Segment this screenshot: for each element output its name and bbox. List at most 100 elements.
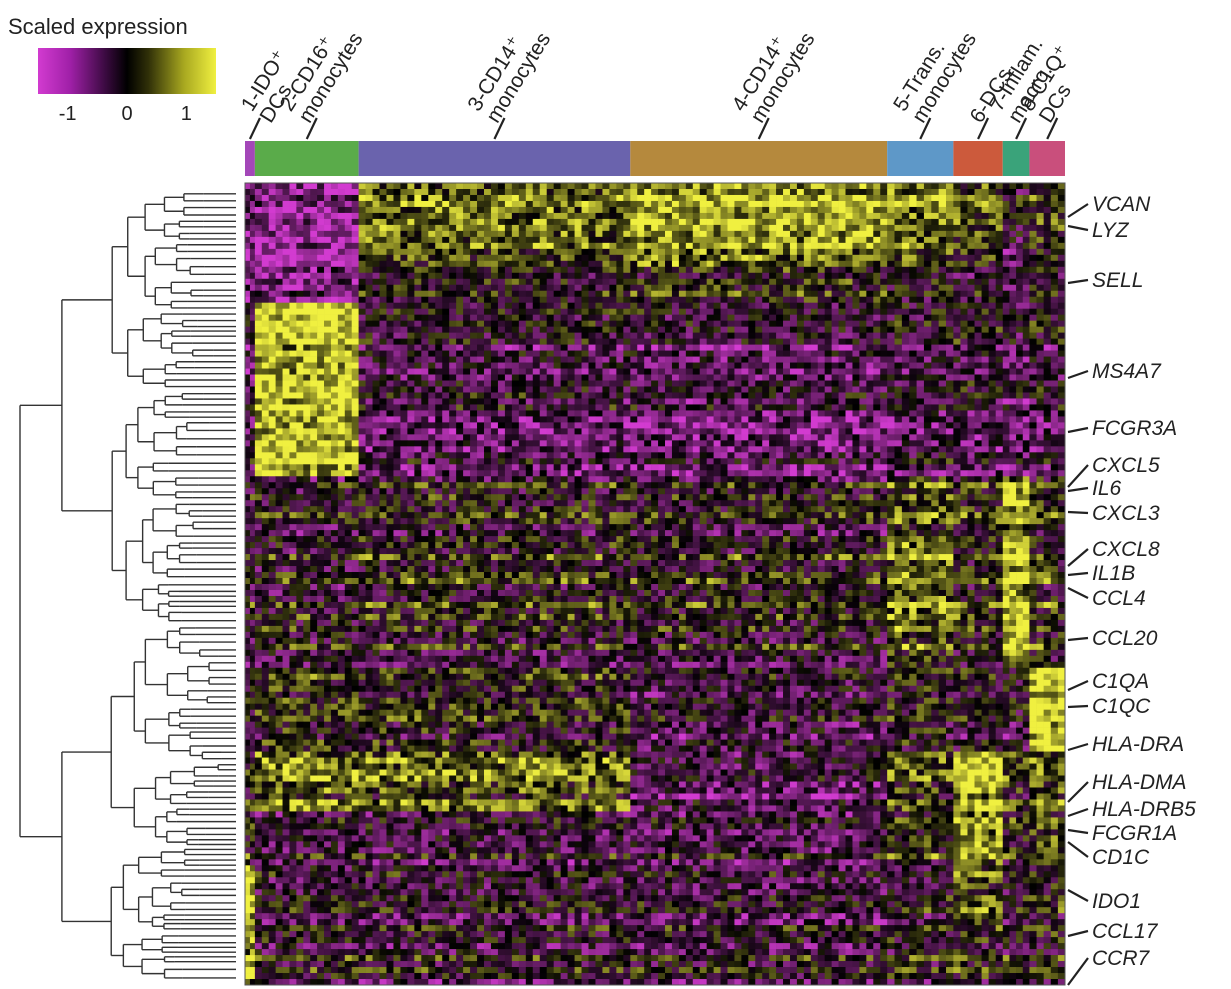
heatmap-cell — [324, 302, 332, 309]
heatmap-cell — [1057, 308, 1066, 315]
heatmap-cell — [1029, 314, 1037, 321]
heatmap-cell — [282, 326, 290, 333]
heatmap-cell — [456, 242, 464, 250]
heatmap-cell — [289, 212, 297, 220]
heatmap-cell — [938, 200, 947, 208]
heatmap-cell — [953, 260, 961, 268]
heatmap-cell — [671, 248, 680, 256]
heatmap-cell — [692, 392, 701, 399]
heatmap-cell — [916, 314, 925, 321]
heatmap-cell — [988, 320, 997, 327]
heatmap-cell — [245, 314, 251, 321]
heatmap-cell — [974, 200, 982, 208]
heatmap-cell — [776, 380, 784, 387]
heatmap-cell — [938, 248, 947, 256]
heatmap-cell — [330, 284, 339, 292]
heatmap-cell — [1043, 398, 1052, 405]
heatmap-cell — [372, 386, 380, 393]
heatmap-cell — [923, 188, 932, 196]
heatmap-cell — [741, 308, 749, 315]
heatmap-cell — [720, 332, 728, 339]
heatmap-cell — [859, 194, 867, 202]
heatmap-cell — [470, 398, 478, 405]
heatmap-cell — [414, 242, 422, 250]
heatmap-cell — [880, 242, 888, 250]
heatmap-cell — [470, 200, 478, 208]
heatmap-cell — [894, 242, 903, 250]
heatmap-cell — [365, 236, 373, 244]
heatmap-cell — [303, 344, 311, 351]
heatmap-cell — [796, 224, 805, 232]
heatmap-cell — [386, 254, 394, 262]
heatmap-cell — [414, 206, 422, 214]
heatmap-cell — [678, 338, 687, 345]
heatmap-cell — [789, 278, 798, 286]
heatmap-cell — [776, 236, 784, 244]
heatmap-cell — [623, 236, 631, 244]
heatmap-cell — [484, 356, 492, 363]
heatmap-cell — [762, 230, 770, 238]
heatmap-cell — [678, 218, 687, 226]
heatmap-cell — [1009, 278, 1017, 286]
heatmap-cell — [946, 338, 954, 345]
heatmap-cell — [567, 368, 575, 375]
heatmap-cell — [539, 236, 548, 244]
heatmap-cell — [720, 368, 728, 375]
heatmap-cell — [602, 278, 610, 286]
heatmap-cell — [887, 398, 895, 405]
heatmap-cell — [873, 248, 881, 256]
heatmap-cell — [838, 254, 846, 262]
heatmap-cell — [296, 380, 304, 387]
heatmap-cell — [1043, 266, 1052, 274]
heatmap-cell — [946, 266, 954, 274]
heatmap-cell — [616, 308, 624, 315]
heatmap-cell — [588, 272, 596, 280]
heatmap-cell — [330, 206, 339, 214]
heatmap-cell — [428, 272, 436, 280]
heatmap-cell — [470, 344, 478, 351]
heatmap-cell — [477, 230, 485, 238]
heatmap-cell — [796, 362, 805, 369]
heatmap-cell — [602, 266, 610, 274]
heatmap-cell — [511, 362, 520, 369]
heatmap-cell — [967, 242, 975, 250]
heatmap-cell — [261, 302, 270, 309]
heatmap-cell — [909, 260, 917, 268]
heatmap-cell — [995, 230, 1004, 238]
heatmap-cell — [490, 290, 499, 298]
heatmap-cell — [344, 374, 352, 381]
heatmap-cell — [887, 236, 895, 244]
heatmap-cell — [630, 272, 638, 280]
heatmap-cell — [713, 200, 721, 208]
heatmap-cell — [372, 242, 380, 250]
heatmap-cell — [960, 200, 968, 208]
heatmap-cell — [887, 386, 895, 393]
heatmap-cell — [1043, 308, 1052, 315]
heatmap-cell — [783, 254, 791, 262]
heatmap-cell — [748, 308, 756, 315]
heatmap-cell — [435, 266, 443, 274]
heatmap-cell — [249, 302, 256, 309]
heatmap-cell — [755, 338, 763, 345]
heatmap-cell — [414, 350, 422, 357]
heatmap-cell — [310, 302, 318, 309]
heatmap-cell — [484, 296, 492, 304]
heatmap-cell — [995, 398, 1004, 405]
heatmap-cell — [887, 314, 895, 321]
heatmap-cell — [909, 183, 917, 190]
heatmap-cell — [358, 212, 366, 220]
heatmap-cell — [442, 368, 450, 375]
heatmap-cell — [268, 224, 276, 232]
heatmap-cell — [379, 320, 387, 327]
heatmap-cell — [630, 188, 638, 196]
heatmap-cell — [981, 236, 989, 244]
heatmap-cell — [595, 326, 603, 333]
heatmap-cell — [796, 380, 805, 387]
heatmap-cell — [435, 320, 443, 327]
heatmap-cell — [449, 284, 457, 292]
heatmap-cell — [407, 398, 415, 405]
heatmap-cell — [303, 194, 311, 202]
heatmap-cell — [463, 278, 471, 286]
heatmap-cell — [344, 308, 352, 315]
heatmap-cell — [741, 218, 749, 226]
